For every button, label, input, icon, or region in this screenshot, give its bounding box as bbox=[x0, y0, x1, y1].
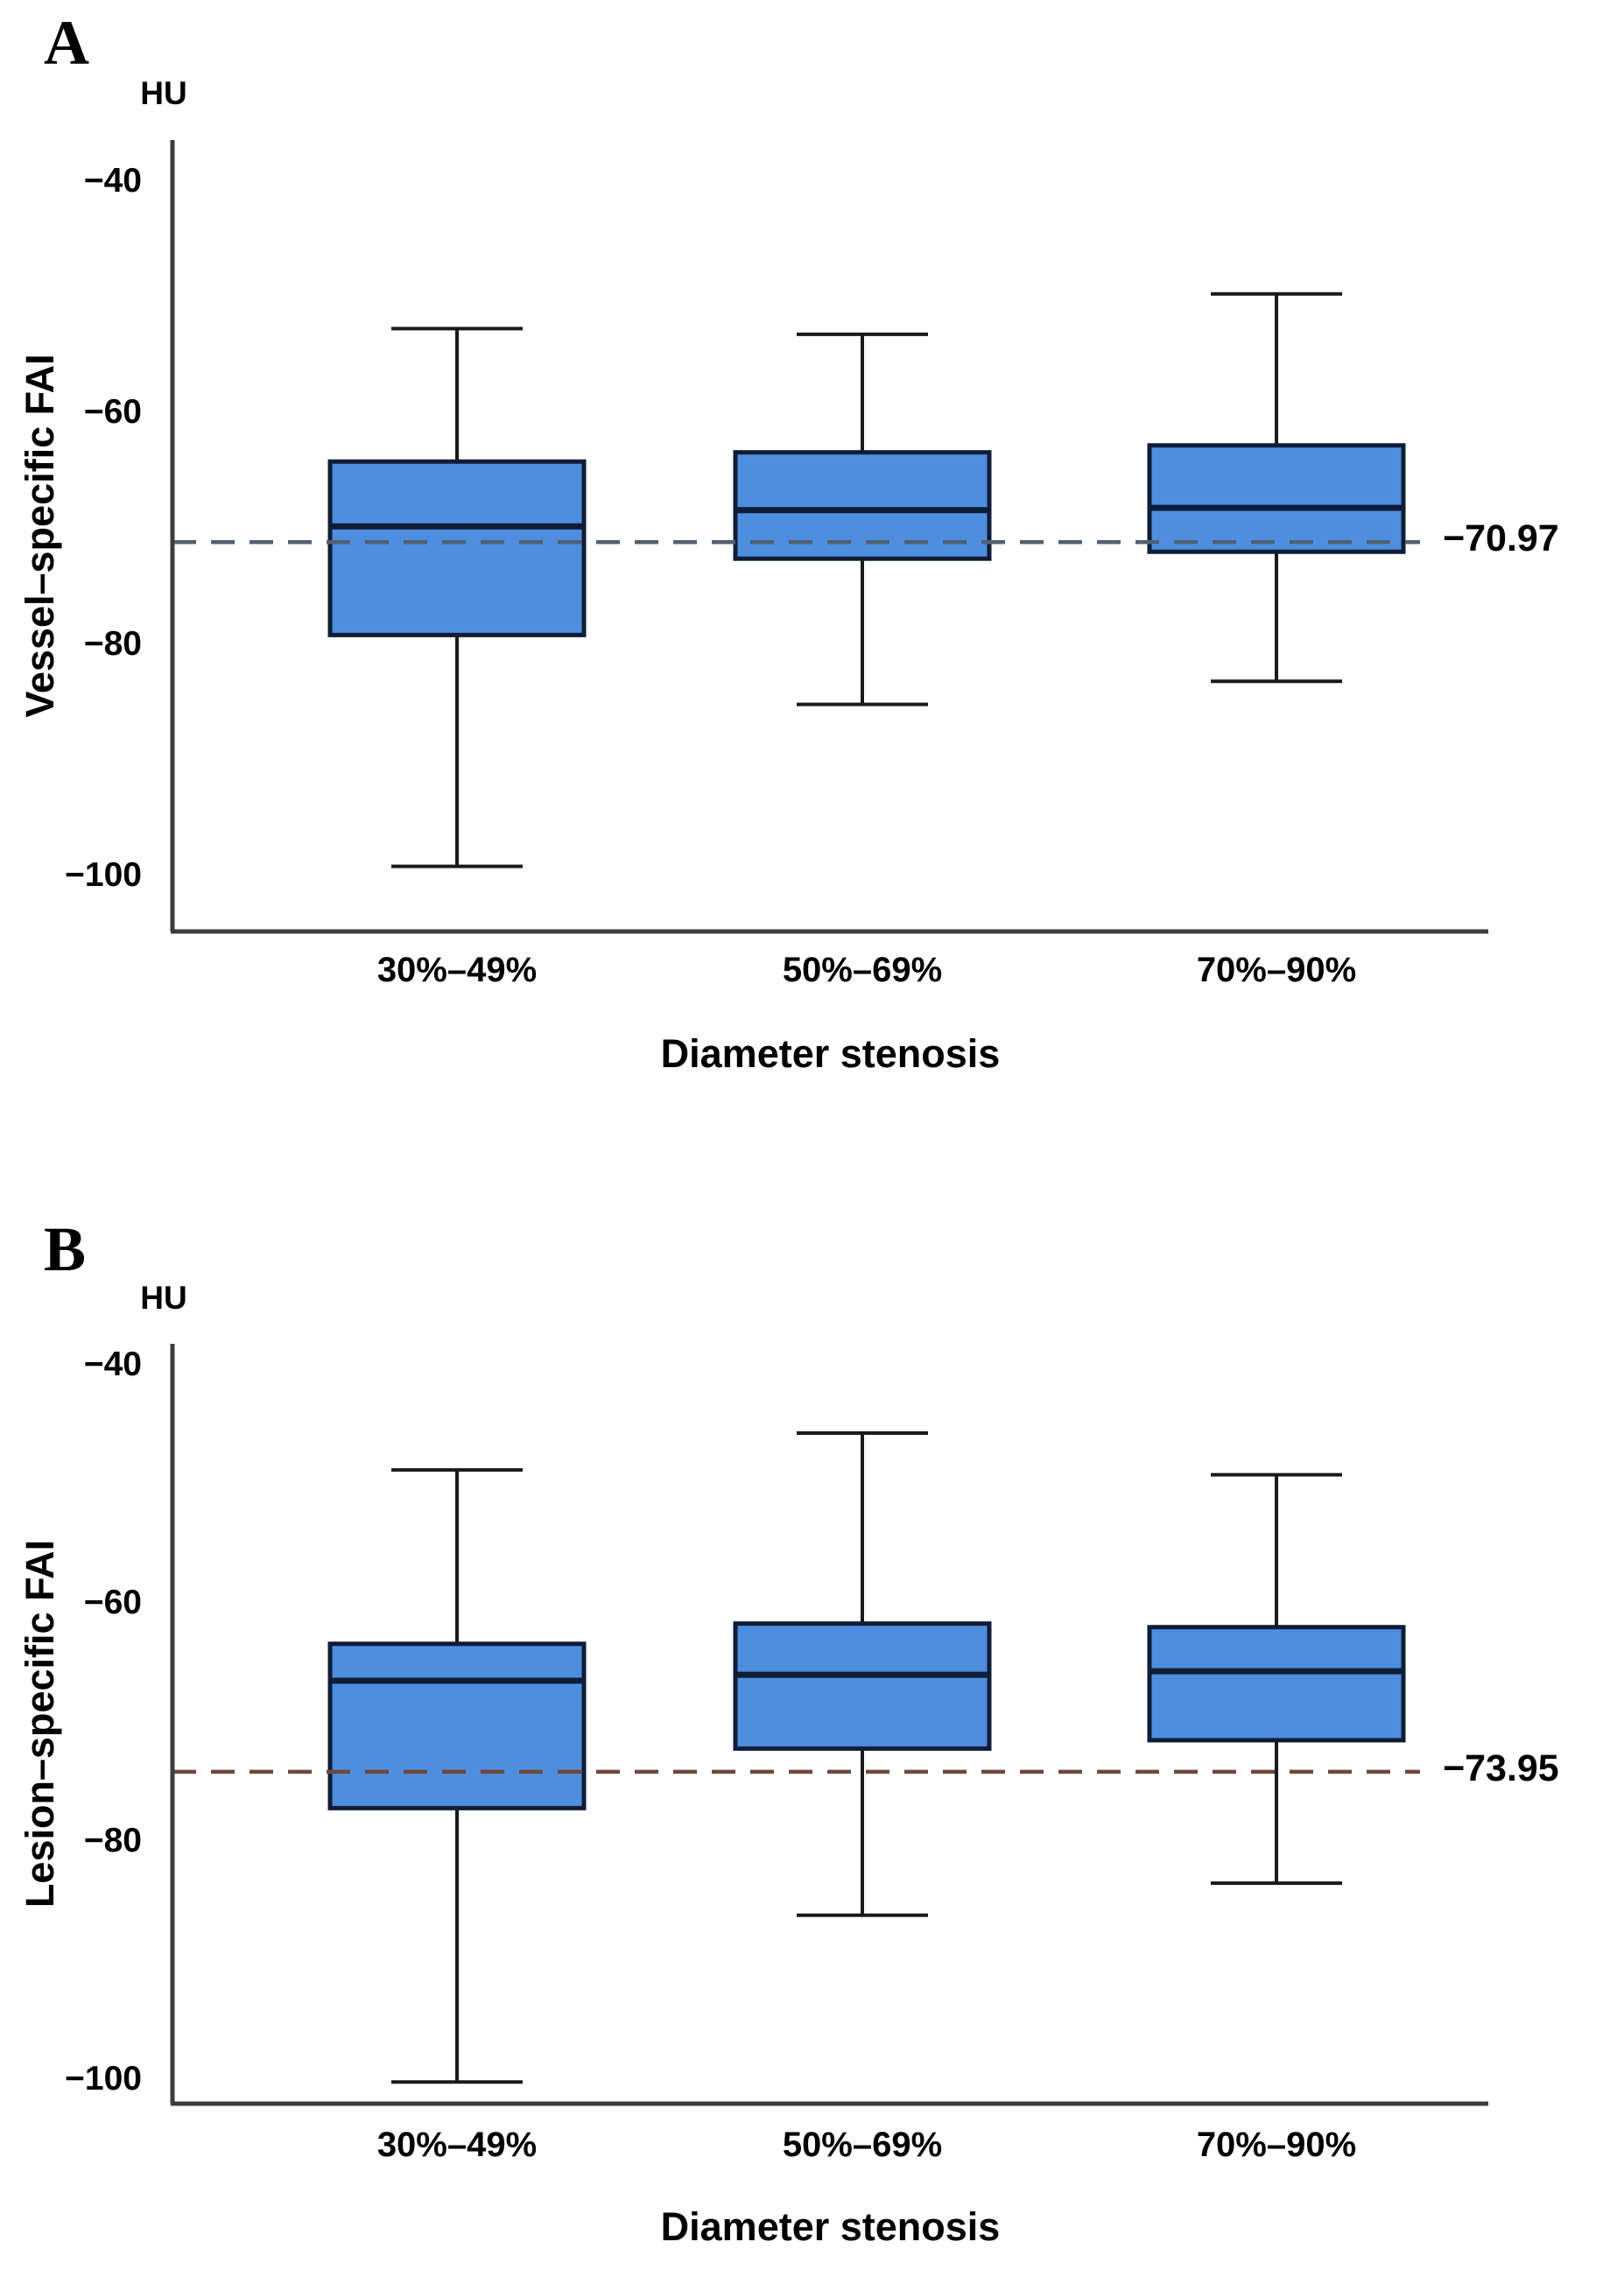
y-tick-b-neg60: −60 bbox=[83, 1584, 142, 1622]
mean-value-label-b: −73.95 bbox=[1443, 1746, 1559, 1789]
x-category-b-30-49: 30%–49% bbox=[376, 2126, 538, 2164]
y-tick-a-neg100: −100 bbox=[65, 855, 142, 894]
panel-a-letter: A bbox=[44, 8, 89, 78]
x-category-a-70-90: 70%–90% bbox=[1196, 951, 1357, 989]
y-tick-a-neg40: −40 bbox=[83, 162, 142, 200]
y-tick-b-neg80: −80 bbox=[83, 1822, 142, 1860]
y-tick-b-neg40: −40 bbox=[83, 1346, 142, 1384]
x-axis-title-a: Diameter stenosis bbox=[660, 1031, 1001, 1076]
y-tick-a-neg80: −80 bbox=[83, 624, 142, 663]
y-axis-unit-b: HU bbox=[140, 1280, 187, 1316]
mean-value-label-a: −70.97 bbox=[1443, 517, 1559, 560]
x-category-a-50-69: 50%–69% bbox=[782, 951, 943, 989]
x-category-a-30-49: 30%–49% bbox=[376, 951, 538, 989]
y-tick-a-neg60: −60 bbox=[83, 393, 142, 432]
y-tick-b-neg100: −100 bbox=[65, 2060, 142, 2098]
x-axis-title-b: Diameter stenosis bbox=[660, 2204, 1001, 2249]
y-axis-unit-a: HU bbox=[140, 75, 187, 111]
x-category-b-70-90: 70%–90% bbox=[1196, 2126, 1357, 2164]
x-category-b-50-69: 50%–69% bbox=[782, 2126, 943, 2164]
panel-b-letter: B bbox=[44, 1214, 87, 1284]
